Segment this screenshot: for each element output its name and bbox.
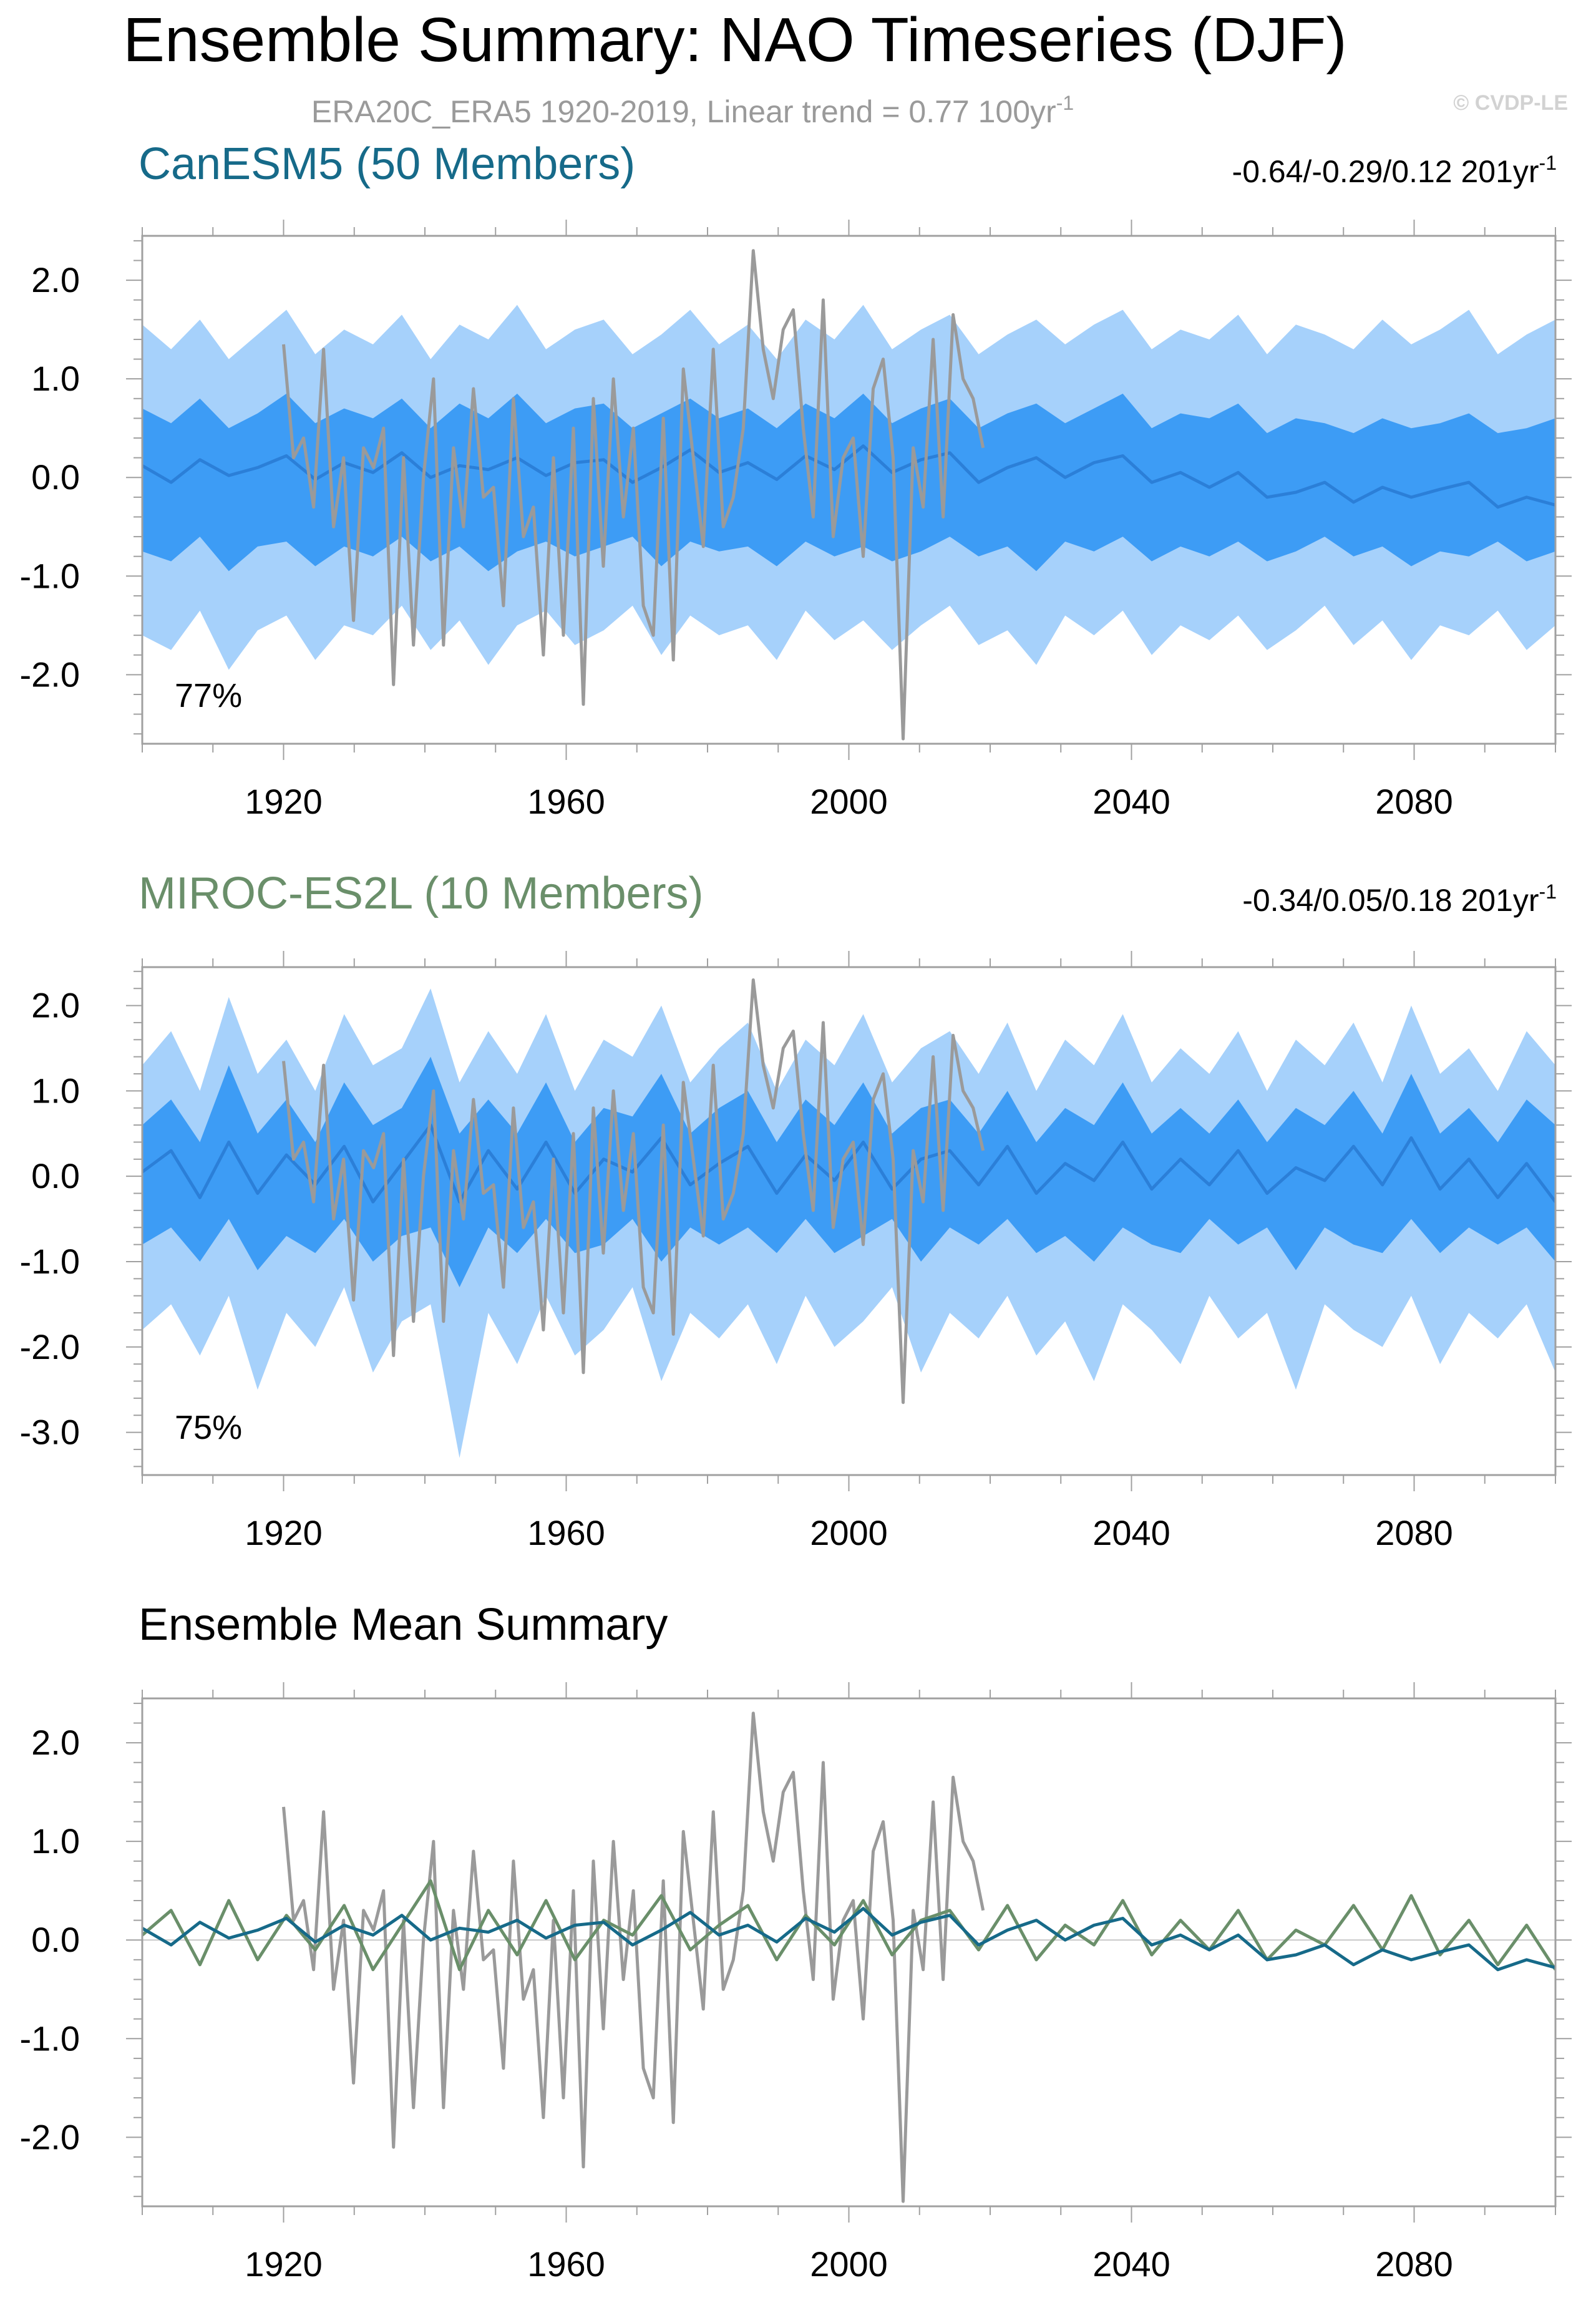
figure-subtitle-text: ERA20C_ERA5 1920-2019, Linear trend = 0.… [311,94,1056,129]
canesm5-x-tick-label: 2080 [1375,782,1453,821]
canesm5-y-tick-label: 0.0 [31,457,80,497]
miroc-trend-label: -0.34/0.05/0.18 201yr-1 [1242,880,1557,918]
summary-series-era20c-era5-observations [282,1712,985,2203]
canesm5-percent-label: 77% [175,677,242,714]
summary-panel-title: Ensemble Mean Summary [139,1600,668,1650]
miroc-x-tick-label: 2040 [1092,1513,1170,1552]
canesm5-plot-area: 1920 1960 2000 2040 2080 2.0 1.0 0.0 -1.0 -2.0 [20,220,1572,821]
miroc-x-tick-label: 2000 [810,1513,888,1552]
canesm5-data-layer [142,249,1555,741]
miroc-x-tick-label: 1920 [245,1513,323,1552]
canesm5-x-tick-label: 2040 [1092,782,1170,821]
canesm5-trend-text: -0.64/-0.29/0.12 201yr [1232,154,1539,189]
summary-series-miroc-es2l-ensemble-mean [142,1879,1555,1972]
miroc-y-tick-label: -2.0 [20,1327,80,1366]
canesm5-trend-sup: -1 [1539,152,1557,174]
canesm5-x-tick-label: 1960 [527,782,605,821]
panel-miroc: MIROC-ES2L (10 Members) -0.34/0.05/0.18 … [20,869,1572,1552]
miroc-series-ensemble-mean [142,1123,1555,1204]
summary-x-tick-label: 1960 [527,2244,605,2284]
canesm5-series-era20c-era5-observations [282,249,985,741]
miroc-series-ensemble-25-75-range [142,1056,1555,1287]
summary-series-canesm5-ensemble-mean [142,1907,1555,1972]
summary-x-tick-label: 1920 [245,2244,323,2284]
miroc-data-layer [142,978,1555,1458]
panel-summary: Ensemble Mean Summary 1920 1960 2000 2040 20… [20,1600,1572,2284]
summary-y-tick-label: -2.0 [20,2117,80,2156]
canesm5-y-tick-label: 1.0 [31,359,80,398]
canesm5-series-ensemble-mean [142,444,1555,509]
summary-x-tick-label: 2080 [1375,2244,1453,2284]
figure-subtitle-sup: -1 [1056,92,1074,114]
panel-canesm5: CanESM5 (50 Members) -0.64/-0.29/0.12 20… [20,139,1572,821]
summary-y-tick-label: -1.0 [20,2018,80,2058]
summary-x-tick-label: 2040 [1092,2244,1170,2284]
summary-x-tick-label: 2000 [810,2244,888,2284]
miroc-x-tick-label: 2080 [1375,1513,1453,1552]
summary-y-tick-label: 2.0 [31,1723,80,1762]
figure-title: Ensemble Summary: NAO Timeseries (DJF) [123,5,1346,75]
miroc-y-tick-label: 1.0 [31,1071,80,1110]
summary-data-layer [142,1712,1555,2203]
canesm5-x-tick-label: 2000 [810,782,888,821]
miroc-y-tick-label: 0.0 [31,1156,80,1195]
miroc-y-tick-label: -1.0 [20,1242,80,1281]
canesm5-trend-label: -0.64/-0.29/0.12 201yr-1 [1232,152,1557,189]
summary-y-tick-label: 0.0 [31,1920,80,1959]
watermark: © CVDP-LE [1453,91,1568,115]
miroc-panel-title: MIROC-ES2L (10 Members) [139,869,704,918]
canesm5-y-tick-label: -1.0 [20,556,80,595]
miroc-series-era20c-era5-observations [282,978,985,1405]
summary-y-tick-label: 1.0 [31,1821,80,1861]
miroc-plot-area: 1920 1960 2000 2040 2080 2.0 1.0 0.0 -1.0 -2.0 -3.… [20,951,1572,1552]
canesm5-panel-title: CanESM5 (50 Members) [139,139,635,189]
canesm5-x-tick-label: 1920 [245,782,323,821]
miroc-x-tick-label: 1960 [527,1513,605,1552]
canesm5-y-tick-label: -2.0 [20,655,80,694]
summary-plot-area: 1920 1960 2000 2040 2080 2.0 1.0 0.0 -1.0 -2.0 [20,1682,1572,2284]
miroc-trend-sup: -1 [1539,880,1557,903]
canesm5-y-tick-label: 2.0 [31,260,80,299]
figure-subtitle: ERA20C_ERA5 1920-2019, Linear trend = 0.… [311,92,1074,129]
miroc-y-tick-label: -3.0 [20,1413,80,1452]
miroc-trend-text: -0.34/0.05/0.18 201yr [1242,883,1539,918]
miroc-y-tick-label: 2.0 [31,986,80,1025]
miroc-percent-label: 75% [175,1409,242,1446]
